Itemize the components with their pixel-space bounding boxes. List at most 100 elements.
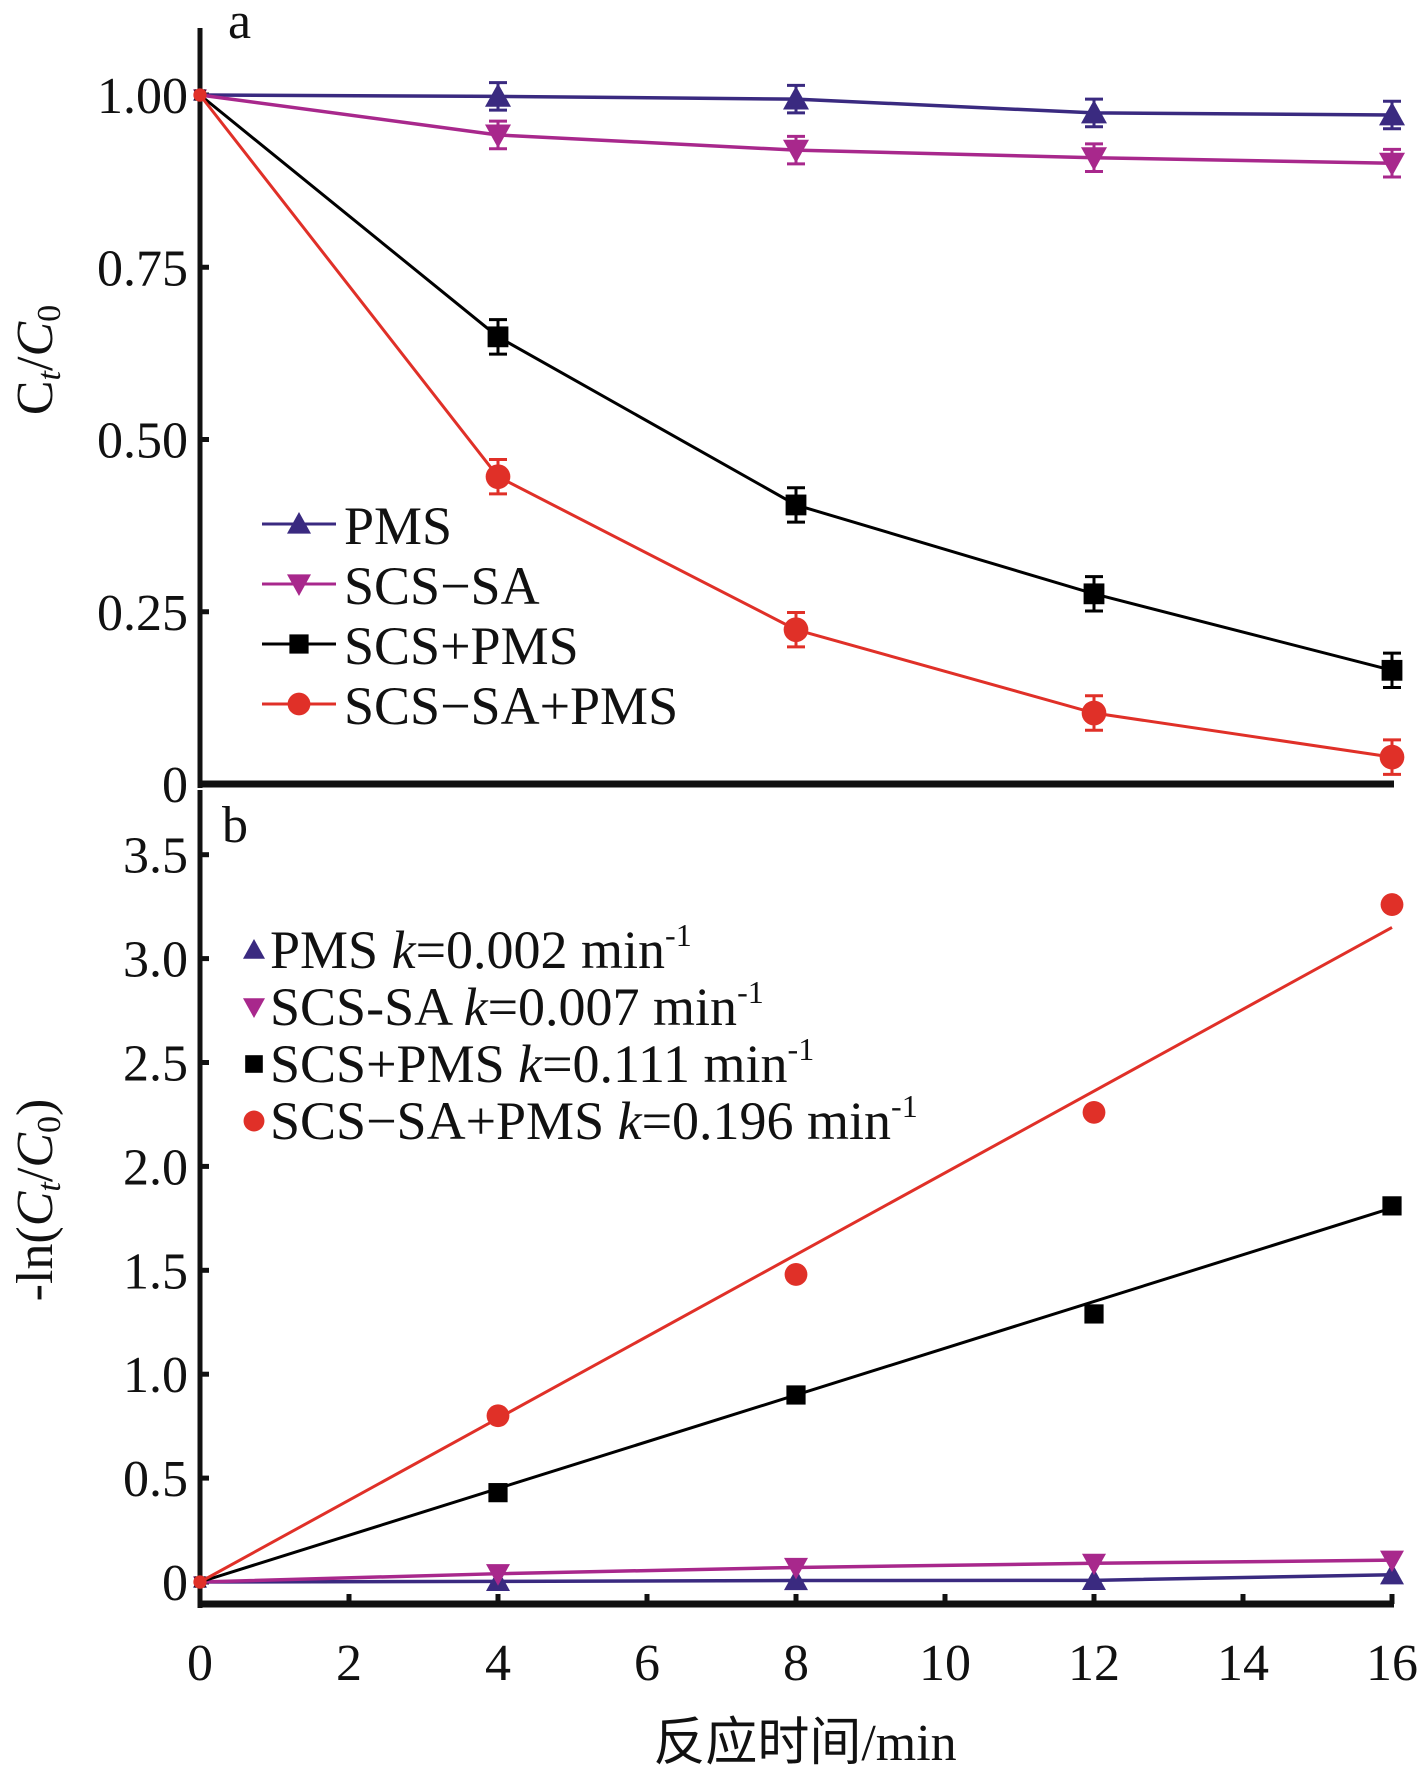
- data-point: [1379, 744, 1405, 770]
- data-point: [486, 1404, 510, 1428]
- y-axis-title-suffix: ): [7, 1099, 64, 1116]
- y-tick-label-a: 0.25: [97, 585, 188, 642]
- x-tick-label-b: 4: [485, 1635, 511, 1692]
- legend-k: k: [392, 920, 417, 980]
- legend-name: SCS+PMS: [270, 1034, 518, 1094]
- legend-item-a: PMS: [262, 496, 452, 556]
- legend-item-b: PMS k=0.002 min-1: [243, 917, 692, 980]
- legend-label: SCS+PMS: [344, 616, 579, 676]
- legend-k: k: [618, 1091, 643, 1151]
- legend-label: SCS−SA+PMS k=0.196 min-1: [270, 1088, 918, 1151]
- y-tick-label-b: 2.5: [123, 1036, 188, 1093]
- data-point: [487, 326, 509, 348]
- y-axis-title-sub-0: 0: [31, 305, 68, 322]
- data-point: [1380, 1562, 1404, 1585]
- legend-k-value: =0.007 min: [488, 977, 737, 1037]
- legend-label: PMS k=0.002 min-1: [270, 917, 692, 980]
- x-tick-label-b: 8: [783, 1635, 809, 1692]
- data-point: [486, 1564, 510, 1586]
- legend-item-a: SCS−SA: [262, 556, 540, 616]
- y-tick-label-a: 0: [162, 757, 188, 814]
- legend-marker: [243, 998, 265, 1018]
- data-point: [1379, 101, 1405, 126]
- legend-k-value: =0.002 min: [416, 920, 665, 980]
- legend-k: k: [518, 1034, 543, 1094]
- y-tick-label-b: 1.5: [123, 1243, 188, 1300]
- y-axis-title-a: Ct/C0: [7, 305, 68, 415]
- data-point: [1081, 99, 1107, 124]
- data-point: [1081, 700, 1107, 726]
- data-point: [1082, 1568, 1106, 1590]
- y-axis-title-sub-0: 0: [31, 1116, 68, 1133]
- legend-item-b: SCS−SA+PMS k=0.196 min-1: [243, 1088, 918, 1151]
- data-point: [1081, 147, 1107, 171]
- legend-label: SCS−SA: [344, 556, 540, 616]
- data-point: [1380, 1550, 1404, 1573]
- legend-k: k: [464, 977, 489, 1037]
- y-axis-title-b: -ln(Ct/C0): [7, 1099, 68, 1302]
- y-axis-title-c: C: [7, 380, 64, 415]
- series-a-scs-sa: [193, 89, 1405, 179]
- y-tick-label-b: 3.0: [123, 932, 188, 989]
- y-axis-title-slash: /: [7, 1167, 64, 1182]
- data-point: [485, 83, 511, 107]
- legend-item-b: SCS+PMS k=0.111 min-1: [245, 1031, 814, 1094]
- y-tick-label-b: 1.0: [123, 1347, 188, 1404]
- x-tick-label-b: 2: [336, 1635, 362, 1692]
- data-point: [786, 1385, 806, 1405]
- data-point: [1381, 659, 1403, 681]
- x-tick-label-b: 0: [187, 1635, 213, 1692]
- data-point: [485, 124, 511, 148]
- y-tick-label-a: 0.50: [97, 413, 188, 470]
- y-axis-title-c: C: [7, 1190, 64, 1226]
- x-tick-label-b: 16: [1366, 1635, 1417, 1692]
- y-axis-title-c0: C: [7, 321, 64, 357]
- data-point: [1379, 152, 1405, 177]
- legend-marker: [243, 939, 265, 959]
- data-point: [193, 88, 207, 102]
- legend-label: SCS+PMS k=0.111 min-1: [270, 1031, 814, 1094]
- y-axis-title-sub-t: t: [31, 1181, 68, 1192]
- legend-k-exponent: -1: [665, 917, 692, 953]
- data-point: [488, 1483, 508, 1503]
- x-tick-label-b: 10: [919, 1635, 971, 1692]
- data-point: [783, 139, 809, 164]
- data-point: [783, 617, 809, 643]
- legend-name: PMS: [270, 920, 392, 980]
- data-point: [1083, 583, 1105, 605]
- panel-label-a: a: [228, 0, 251, 50]
- legend-marker: [287, 692, 311, 716]
- data-point: [784, 1557, 808, 1580]
- data-point: [1084, 1304, 1104, 1324]
- legend-item-a: SCS+PMS: [262, 616, 579, 676]
- legend-k-exponent: -1: [788, 1031, 815, 1067]
- y-axis-title-sub-t: t: [31, 369, 68, 380]
- legend-marker: [289, 634, 309, 654]
- panel-a: a00.250.500.751.00Ct/C0PMSSCS−SASCS+PMSS…: [7, 0, 1405, 814]
- legend-marker: [287, 574, 311, 596]
- series-a-scs-sa-pms: [193, 88, 1405, 776]
- legend-k-exponent: -1: [737, 974, 764, 1010]
- y-tick-label-a: 1.00: [97, 68, 188, 125]
- legend-label: SCS−SA+PMS: [344, 676, 678, 736]
- x-tick-label-b: 12: [1068, 1635, 1120, 1692]
- y-tick-label-b: 0.5: [123, 1451, 188, 1508]
- data-point: [1380, 893, 1404, 916]
- y-tick-label-a: 0.75: [97, 240, 188, 297]
- data-point: [783, 86, 809, 110]
- y-axis-title-prefix: -ln(: [7, 1226, 64, 1301]
- data-point: [785, 494, 807, 516]
- legend-marker: [287, 512, 311, 534]
- legend-name: SCS−SA+PMS: [270, 1091, 618, 1151]
- data-point: [193, 1575, 207, 1589]
- data-point: [784, 1263, 808, 1286]
- y-axis-title-slash: /: [7, 356, 64, 371]
- legend-k-value: =0.196 min: [642, 1091, 891, 1151]
- legend-marker: [245, 1055, 263, 1073]
- fit-line: [199, 926, 1393, 1584]
- x-tick-label-b: 6: [634, 1635, 660, 1692]
- legend-k-exponent: -1: [891, 1088, 918, 1124]
- y-tick-label-b: 2.0: [123, 1139, 188, 1196]
